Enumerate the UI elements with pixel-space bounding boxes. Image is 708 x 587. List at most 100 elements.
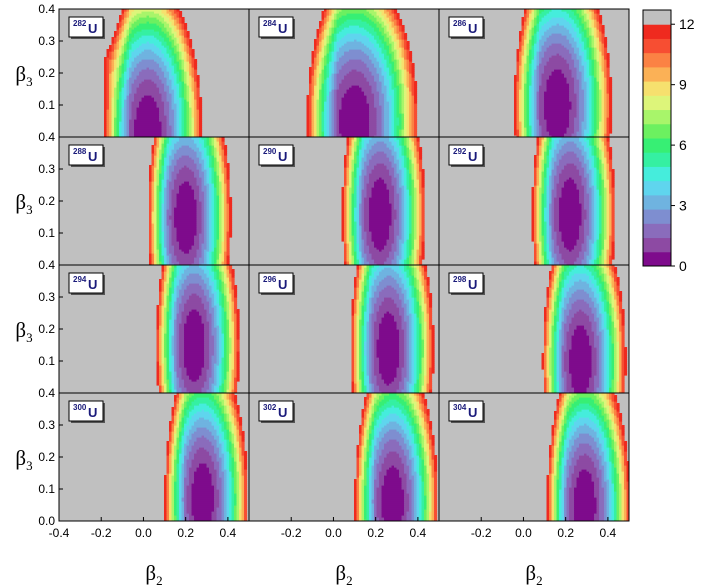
- energy-cell: [191, 245, 200, 248]
- energy-cell: [179, 11, 183, 14]
- energy-cell: [604, 85, 608, 88]
- nucleus-element: U: [88, 21, 97, 36]
- energy-cell: [199, 121, 203, 124]
- energy-cell: [521, 17, 525, 20]
- energy-cell: [131, 51, 143, 54]
- energy-cell: [536, 15, 540, 18]
- energy-cell: [104, 133, 108, 136]
- energy-cell: [216, 247, 220, 250]
- energy-cell: [169, 77, 175, 80]
- energy-cell: [584, 67, 588, 70]
- energy-cell: [594, 93, 598, 96]
- energy-cell: [534, 21, 538, 24]
- energy-cell: [164, 103, 170, 106]
- energy-cell: [411, 111, 415, 114]
- energy-cell: [319, 25, 323, 28]
- energy-cell: [189, 69, 193, 72]
- energy-cell: [194, 73, 198, 76]
- energy-cell: [321, 97, 325, 100]
- energy-cell: [331, 37, 335, 40]
- energy-cell: [314, 101, 318, 104]
- energy-cell: [336, 123, 340, 126]
- energy-cell: [544, 113, 570, 116]
- energy-cell: [566, 47, 575, 50]
- energy-cell: [594, 81, 598, 84]
- energy-cell: [369, 81, 378, 84]
- energy-cell: [596, 127, 600, 130]
- energy-cell: [149, 259, 153, 262]
- energy-cell: [396, 13, 400, 16]
- energy-cell: [104, 101, 108, 104]
- energy-cell: [544, 95, 570, 98]
- energy-cell: [119, 25, 123, 28]
- energy-cell: [129, 29, 133, 32]
- energy-cell: [336, 87, 340, 90]
- energy-cell: [319, 135, 323, 137]
- energy-cell: [191, 131, 195, 134]
- energy-cell: [594, 133, 598, 136]
- energy-cell: [601, 89, 605, 92]
- energy-cell: [114, 55, 118, 58]
- energy-cell: [326, 81, 330, 84]
- energy-cell: [111, 39, 115, 42]
- energy-cell: [406, 65, 410, 68]
- energy-cell: [526, 39, 530, 42]
- energy-cell: [536, 23, 540, 26]
- energy-cell: [539, 19, 543, 22]
- energy-cell: [164, 63, 170, 66]
- energy-cell: [541, 127, 548, 130]
- energy-cell: [529, 99, 533, 102]
- energy-cell: [396, 19, 400, 22]
- energy-cell: [409, 79, 413, 82]
- energy-cell: [154, 263, 158, 265]
- energy-cell: [606, 105, 610, 108]
- energy-cell: [129, 93, 135, 96]
- energy-cell: [114, 57, 118, 60]
- energy-cell: [121, 85, 125, 88]
- energy-cell: [196, 117, 200, 120]
- energy-cell: [169, 71, 173, 74]
- energy-cell: [534, 127, 538, 130]
- energy-cell: [521, 49, 525, 52]
- energy-cell: [561, 9, 573, 12]
- energy-cell: [336, 55, 343, 58]
- energy-cell: [519, 41, 523, 44]
- energy-cell: [594, 41, 598, 44]
- energy-cell: [524, 127, 528, 130]
- energy-cell: [404, 117, 408, 120]
- energy-cell: [104, 109, 108, 112]
- energy-cell: [546, 83, 570, 86]
- energy-cell: [336, 77, 345, 80]
- energy-cell: [536, 41, 540, 44]
- energy-cell: [184, 77, 188, 80]
- energy-cell: [179, 241, 195, 244]
- energy-cell: [601, 99, 605, 102]
- energy-cell: [594, 95, 598, 98]
- energy-cell: [396, 49, 400, 52]
- energy-cell: [531, 33, 535, 36]
- energy-cell: [156, 249, 160, 252]
- energy-cell: [329, 63, 333, 66]
- energy-cell: [159, 55, 165, 58]
- energy-cell: [551, 43, 563, 46]
- energy-cell: [396, 127, 403, 130]
- energy-cell: [566, 79, 575, 82]
- energy-cell: [411, 71, 415, 74]
- energy-cell: [381, 121, 385, 124]
- energy-cell: [166, 253, 173, 256]
- energy-cell: [379, 93, 385, 96]
- energy-cell: [136, 113, 160, 116]
- energy-cell: [321, 19, 325, 22]
- energy-cell: [321, 77, 325, 80]
- energy-cell: [574, 125, 580, 128]
- energy-cell: [591, 59, 595, 62]
- energy-cell: [124, 95, 128, 98]
- energy-cell: [181, 115, 185, 118]
- energy-cell: [329, 123, 333, 126]
- energy-cell: [336, 61, 348, 64]
- energy-cell: [191, 61, 195, 64]
- energy-cell: [109, 55, 113, 58]
- energy-cell: [594, 11, 598, 14]
- energy-cell: [116, 131, 120, 134]
- energy-cell: [221, 239, 225, 242]
